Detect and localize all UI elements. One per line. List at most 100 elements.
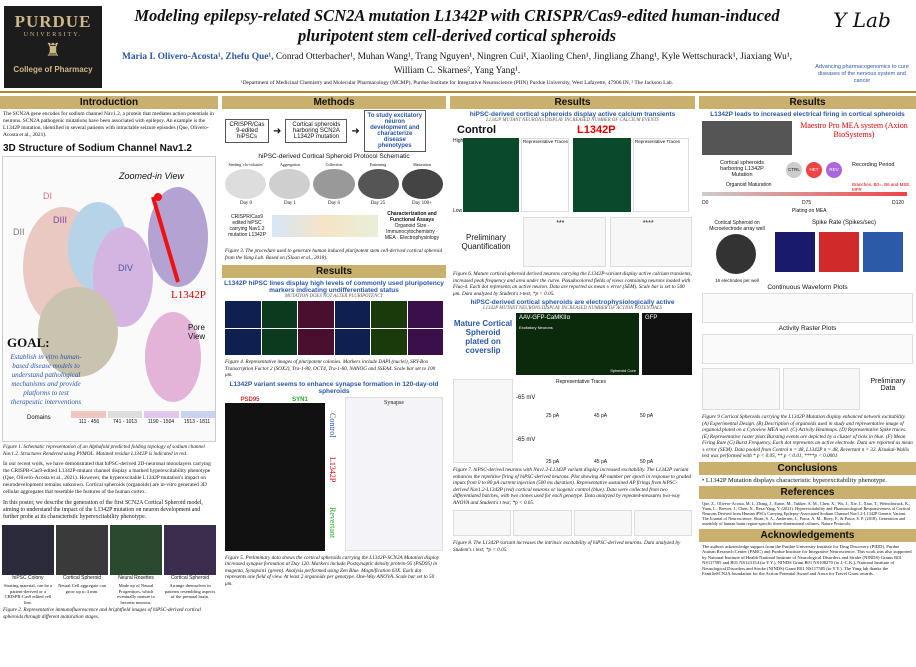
ap-number-plot: [453, 379, 513, 463]
figure-4-caption: Figure 4. Representative images of pluri…: [225, 359, 436, 378]
results-r1-header: Results: [450, 96, 695, 109]
heat-high-label: High: [453, 138, 464, 144]
syn1-label: SYN1: [292, 396, 308, 403]
prelim-quant-label: Preliminary Quantification: [461, 233, 511, 251]
calcium-plot-1: ***: [523, 217, 606, 267]
lab-logo-text: Y Lab: [833, 8, 891, 32]
calcium-plot-2: ****: [609, 217, 692, 267]
protein-structure-art: [23, 187, 208, 402]
mature-spheroid-label: Mature Cortical Spheroid plated on cover…: [453, 319, 513, 355]
poster-header: PURDUE UNIVERSITY. ♜ College of Pharmacy…: [0, 0, 916, 93]
mea-device-image: [702, 121, 792, 155]
references-header: References: [699, 485, 916, 499]
protocol-left-box: CRISPR/Cas9 edited hiPSC carrying Nav1.2…: [228, 214, 266, 238]
rep-traces-label-2: Representative Traces: [635, 139, 681, 144]
acknowledgements-header: Acknowledgements: [699, 528, 916, 542]
domain-bar: [71, 411, 215, 418]
pluripotency-subheading: MUTATION DOES NOT ALTER PLURIPOTENCY: [284, 294, 384, 299]
stages-figure: hiPSC Colony Cortical Spheroid Neural Ro…: [0, 523, 218, 583]
griffin-icon: ♜: [44, 40, 62, 60]
heat-low-label: Low: [453, 208, 463, 214]
pore-view-label: Pore View: [188, 323, 206, 341]
synapse-heading: L1342P variant seems to enhance synapse …: [229, 380, 439, 395]
intrinsic-plots: [450, 508, 695, 538]
stage-2-image: Cortical Spheroid: [56, 525, 108, 581]
arrow-right-icon: ➜: [351, 125, 360, 137]
calcium-quant: Preliminary Quantification *** ****: [450, 215, 695, 269]
mea-bc: Cortical Spheroid on Microelectrode arra…: [699, 218, 916, 284]
goal-title: GOAL:: [7, 335, 50, 350]
conclusion-item: • L1342P Mutation displays characteristi…: [702, 476, 887, 484]
spike-rate-panel: Spike Rate (Spikes/sec): [775, 220, 913, 282]
mea-fg: Preliminary Data: [699, 366, 916, 412]
flow-step-1: CRISPR/Cas 9-edited hiPSCs: [225, 119, 269, 143]
domain-diii-label: DIII: [53, 215, 68, 225]
mea-top: Maestro Pro MEA system (Axion BioSystems…: [699, 118, 916, 158]
author-list: Maria I. Olivero-Acosta¹, Zhefu Que¹, Co…: [112, 50, 802, 78]
calcium-control-label: Control: [457, 124, 497, 136]
harbor-label: Cortical spheroids harboring L1342P Muta…: [719, 160, 765, 178]
ylab-logo: Y Lab Advancing pharmacogenomics to cure…: [812, 8, 912, 85]
pluripotency-grid: [222, 299, 446, 357]
other-authors: Conrad Otterbacher¹, Muhan Wang¹, Trang …: [275, 52, 792, 76]
arrow-right-icon: ➜: [273, 125, 282, 137]
control-label: Control: [328, 412, 337, 437]
results-r2-header: Results: [699, 96, 916, 109]
mea-design: Cortical spheroids harboring L1342P Muta…: [702, 160, 911, 214]
l1342p-label: L1342P: [328, 456, 337, 482]
waveform-label: Continuous Waveform Plots: [767, 284, 848, 291]
flow-step-3: To study excitatory neuron development a…: [363, 110, 426, 152]
lab-tagline: Advancing pharmacogenomics to cure disea…: [815, 64, 909, 84]
mea-heading: L1342P leads to increased electrical fir…: [710, 111, 905, 118]
intro-paragraph-2: In our recent work, we have demonstrated…: [3, 461, 211, 495]
synapse-plots: Synapse: [345, 396, 443, 551]
stage-4-image: Cortical Spheroid: [164, 525, 216, 581]
results-col-4: Results L1342P leads to increased electr…: [699, 96, 916, 667]
rev-circle: REV: [826, 162, 842, 178]
schematic-title: hiPSC-derived Cortical Spheroid Protocol…: [258, 153, 410, 160]
figure-6-caption: Figure 6. Mature cortical spheroid deriv…: [453, 271, 692, 297]
ephys-subheading: L1342P MUTANT NEURONS DISPLAY INCREASED …: [482, 306, 662, 311]
mea-well-panel: Cortical Spheroid on Microelectrode arra…: [709, 220, 765, 283]
intro-paragraph-3: In this poster, we describe the generati…: [3, 500, 203, 520]
intro-column: Introduction The SCN2A gene encodes for …: [0, 96, 218, 667]
ephys-figure: Representative Traces -65 mV -65 mV 25 p…: [450, 377, 695, 465]
college-name: College of Pharmacy: [13, 65, 93, 74]
univ-name: PURDUE: [14, 12, 92, 31]
mea-system-label: Maestro Pro MEA system (Axion BioSystems…: [800, 121, 908, 139]
affiliations: ¹Department of Medicinal Chemistry and M…: [240, 80, 674, 86]
het-circle: HET: [806, 162, 822, 178]
zoomed-in-label: Zoomed-in View: [119, 171, 184, 181]
figure-2-caption: Figure 2. Representative immunofluoresce…: [3, 607, 201, 620]
synapse-label: Synapse: [384, 399, 404, 406]
methods-column: Methods CRISPR/Cas 9-edited hiPSCs ➜ Cor…: [222, 96, 446, 667]
goal-text: Establish in vitro human-based disease m…: [10, 353, 82, 406]
calcium-images: Control L1342P High Low Representative T…: [453, 124, 692, 214]
flow-step-2: Cortical spheroids harboring SCN2A L1342…: [285, 119, 348, 143]
burst-plot: [782, 368, 860, 410]
first-authors: Maria I. Olivero-Acosta¹, Zhefu Que¹,: [122, 52, 274, 62]
results-mid-header: Results: [222, 265, 446, 278]
schematic-days: Day 0 Day 1 Day 6 Day 25 Day 100+: [239, 201, 432, 206]
spheroid-images: Mature Cortical Spheroid plated on cover…: [450, 311, 695, 377]
structure-figure: DI DIII DII DIV Zoomed-in View L1342P Po…: [2, 156, 216, 442]
recording-label: Recording Period: [852, 162, 895, 168]
waveform-plot: [702, 293, 913, 323]
synapse-micrographs: [225, 402, 325, 551]
gfp-image: GFP: [642, 313, 692, 375]
univ-sub: UNIVERSITY.: [23, 32, 83, 38]
purdue-logo: PURDUE UNIVERSITY. ♜ College of Pharmacy: [4, 6, 102, 88]
revertant-label: Revertant: [328, 506, 337, 538]
calcium-subheading: L1342P MUTANT NEURONS DISPLAY INCREASED …: [486, 118, 659, 123]
methods-header: Methods: [222, 96, 446, 109]
calcium-heading: hiPSC-derived cortical spheroids display…: [469, 111, 676, 118]
methods-flow: CRISPR/Cas 9-edited hiPSCs ➜ Cortical sp…: [222, 109, 446, 153]
domains-label: Domains: [27, 415, 51, 421]
stage-descriptions: Starting material, can be a patient-deri…: [3, 583, 216, 605]
brightfield-row: [222, 167, 446, 201]
ctrl-circle: CTRL: [786, 162, 802, 178]
rep-traces-label-1: Representative Traces: [523, 139, 569, 144]
protocol-right-box: Characterization and Functional Assays Or…: [384, 211, 440, 241]
figure-7-caption: Figure 7. hiPSC-derived neurons with Nav…: [453, 467, 691, 506]
stage-3-image: Neural Rosettes: [110, 525, 162, 581]
